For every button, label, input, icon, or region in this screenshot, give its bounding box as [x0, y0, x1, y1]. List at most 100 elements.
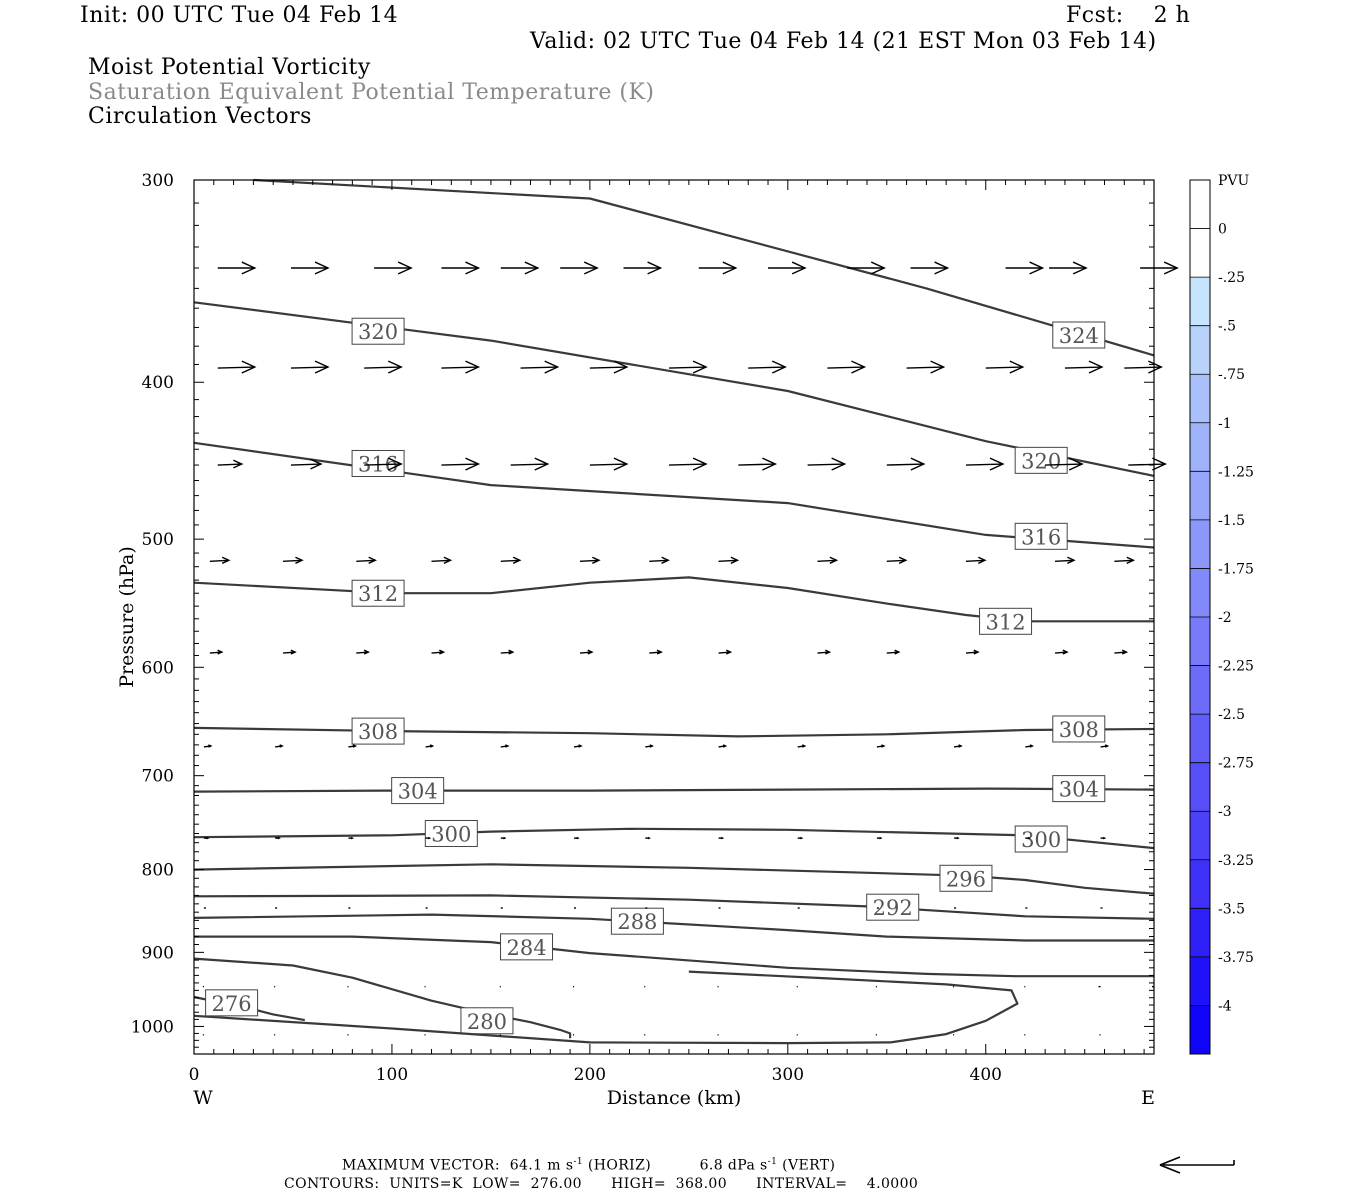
colorbar-label: -1.5	[1218, 513, 1245, 529]
vert-exponent: -1	[767, 1157, 778, 1167]
y-axis-label: Pressure (hPa)	[116, 546, 138, 688]
circulation-vector	[817, 559, 837, 562]
contour-label-box-300	[424, 819, 478, 847]
max-vector-label: MAXIMUM VECTOR:	[342, 1157, 500, 1174]
circulation-vector	[589, 463, 627, 466]
vector-arrowhead-icon	[1067, 556, 1076, 564]
vector-arrowhead-icon	[726, 649, 733, 655]
x-tick-label: 0	[189, 1065, 200, 1085]
colorbar-segment	[1190, 568, 1210, 618]
circulation-vector	[669, 463, 707, 466]
vector-arrowhead-icon	[505, 744, 510, 748]
colorbar-label: -3.5	[1218, 901, 1245, 917]
contour-label-308: 308	[1059, 718, 1099, 742]
vector-arrowhead-icon	[825, 649, 832, 655]
vector-arrowhead-icon	[429, 744, 435, 748]
vector-arrowhead-icon	[576, 836, 580, 840]
circulation-vector	[965, 463, 1003, 466]
vector-arrowhead-icon	[613, 360, 629, 374]
contour-label-300: 300	[1021, 828, 1061, 852]
contour-label-box-320	[351, 317, 405, 345]
vector-arrowhead-icon	[439, 649, 446, 655]
vector-arrowhead-icon	[1068, 457, 1084, 471]
colorbar-segment	[1190, 519, 1210, 569]
contour-label-316: 316	[1021, 525, 1061, 549]
vector-arrowhead-icon	[722, 744, 728, 748]
vector-arrowhead-icon	[387, 360, 403, 374]
vector-arrowhead-icon	[310, 458, 323, 470]
vector-arrowhead-icon	[1126, 556, 1136, 564]
colorbar-label: -2.25	[1218, 659, 1254, 675]
y-tick-label: 500	[142, 530, 174, 550]
max-vector-line: MAXIMUM VECTOR: 64.1 m s-1 (HORIZ) 6.8 d…	[342, 1157, 835, 1174]
contour-label-box-316	[351, 449, 405, 477]
colorbar-label: -.25	[1218, 270, 1245, 286]
y-tick-label: 700	[142, 767, 174, 787]
plot-frame	[193, 179, 1155, 1055]
y-tick-label: 800	[142, 861, 174, 881]
contour-label-box-308	[351, 717, 405, 745]
tick-layer: 0 100 200 300 400 300 400 500 600 700 800 900 1000	[131, 171, 1154, 1085]
vector-arrowhead-icon	[958, 744, 963, 748]
vector-arrowhead-icon	[592, 556, 601, 564]
x-tick-label: 400	[970, 1065, 1002, 1085]
circulation-vector	[807, 463, 845, 466]
y-tick-label: 300	[142, 171, 174, 191]
circulation-vector	[738, 463, 776, 466]
vector-arrowhead-icon	[508, 649, 515, 655]
vector-arrowhead-icon	[279, 744, 284, 748]
contour-label-box-304	[1052, 775, 1106, 803]
contour-label-312: 312	[985, 610, 1025, 634]
colorbar-segment	[1190, 617, 1210, 667]
contour-line-300	[193, 827, 1155, 850]
west-label: W	[193, 1087, 213, 1109]
circulation-vector	[669, 366, 707, 369]
circulation-vector	[827, 366, 865, 369]
vector-arrowhead-icon	[1088, 360, 1104, 374]
contour-label-box-308	[1052, 715, 1106, 743]
horiz-unit: (HORIZ)	[587, 1157, 652, 1174]
contour-line-304	[193, 787, 1155, 793]
vector-arrowhead-icon	[762, 457, 778, 471]
init-time: Init: 00 UTC Tue 04 Feb 14	[80, 3, 399, 28]
circulation-vector	[441, 463, 479, 466]
vector-arrowhead-icon	[791, 261, 807, 275]
vector-arrowhead-icon	[831, 457, 847, 471]
colorbar-segment	[1190, 956, 1210, 1006]
circulation-vector	[985, 366, 1023, 369]
circulation-vector	[520, 366, 558, 369]
circulation-vector	[1128, 463, 1166, 466]
vector-arrowhead-icon	[1027, 836, 1032, 840]
contour-label-box-276	[205, 989, 259, 1017]
vector-arrowhead-icon	[363, 649, 370, 655]
contour-label-280: 280	[467, 1010, 507, 1034]
vector-layer	[202, 261, 1179, 1036]
contour-label-box-292	[866, 893, 920, 921]
east-label: E	[1141, 1087, 1155, 1109]
circulation-vector	[500, 559, 520, 562]
vector-arrowhead-icon	[771, 360, 787, 374]
circulation-vector	[589, 366, 627, 369]
colorbar-segment	[1190, 228, 1210, 278]
reference-arrow-icon	[1159, 1156, 1235, 1174]
vector-arrowhead-icon	[656, 649, 663, 655]
contour-label-308: 308	[358, 720, 398, 744]
vector-arrowhead-icon	[587, 649, 594, 655]
field-title-1: Moist Potential Vorticity	[88, 55, 371, 80]
vector-arrowhead-icon	[1163, 261, 1179, 275]
vector-arrowhead-icon	[973, 649, 980, 655]
colorbar-unit: PVU	[1218, 173, 1250, 189]
contour-label-box-304	[391, 777, 445, 805]
max-horizontal-value: 64.1 m s	[509, 1157, 574, 1174]
vector-arrowhead-icon	[989, 457, 1005, 471]
vector-arrowhead-icon	[524, 261, 540, 275]
contour-label-300: 300	[431, 822, 471, 846]
vector-arrowhead-icon	[208, 744, 213, 748]
contour-label-284: 284	[506, 936, 546, 960]
horiz-exponent: -1	[573, 1157, 583, 1167]
circulation-vector	[579, 559, 600, 562]
circulation-vector	[364, 463, 402, 466]
vector-arrowhead-icon	[649, 744, 654, 748]
vector-arrowhead-icon	[427, 836, 432, 840]
vector-arrowhead-icon	[217, 649, 224, 655]
